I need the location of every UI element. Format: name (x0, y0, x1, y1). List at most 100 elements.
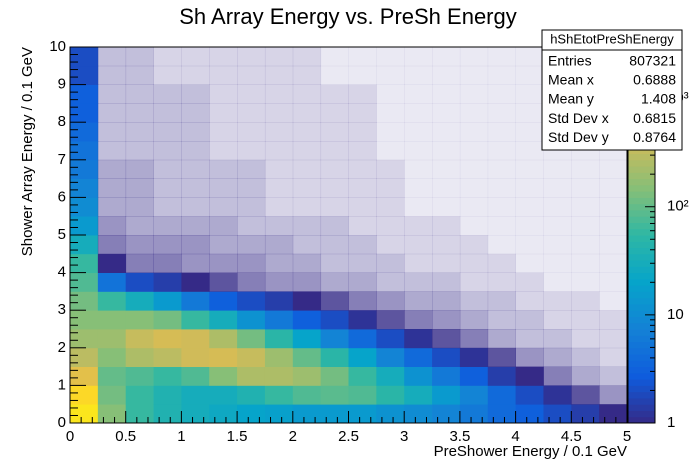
heatmap-cell (237, 291, 266, 311)
heatmap-cell (599, 235, 628, 255)
heatmap-cell (432, 310, 461, 330)
heatmap-cell (487, 366, 516, 386)
heatmap-cell (571, 310, 600, 330)
heatmap-cell (97, 103, 127, 123)
heatmap-cell (432, 404, 461, 424)
heatmap-cell (181, 347, 210, 367)
heatmap-cell (432, 366, 461, 386)
heatmap-cell (348, 141, 377, 161)
colorbar-step (628, 291, 655, 299)
heatmap-cell (125, 291, 154, 311)
heatmap-cell (97, 159, 127, 179)
heatmap-cell (376, 141, 405, 161)
heatmap-cell (404, 272, 433, 292)
heatmap-cell (320, 103, 349, 123)
heatmap-cell (432, 385, 461, 405)
heatmap-cell (125, 197, 154, 217)
heatmap-cell (543, 197, 572, 217)
y-tick-label: 5 (58, 226, 66, 243)
colorbar-step (628, 335, 655, 343)
heatmap-cell (348, 329, 377, 349)
heatmap-cell (181, 404, 210, 424)
heatmap-cell (487, 122, 516, 142)
heatmap-cell (376, 347, 405, 367)
heatmap-cell (320, 310, 349, 330)
heatmap-cell (320, 216, 349, 236)
colorbar-step (628, 385, 655, 393)
x-axis-title: PreShower Energy / 0.1 GeV (434, 443, 627, 460)
heatmap-cell (125, 366, 154, 386)
heatmap-cell (153, 103, 182, 123)
heatmap-cell (515, 385, 544, 405)
heatmap-cell (292, 272, 322, 292)
heatmap-cell (181, 122, 210, 142)
heatmap-cell (320, 329, 349, 349)
heatmap-cell (432, 47, 461, 67)
heatmap-cell (125, 47, 154, 67)
y-tick-label: 7 (58, 151, 66, 168)
heatmap-cell (264, 178, 294, 198)
heatmap-cell (181, 141, 210, 161)
heatmap-cell (348, 178, 377, 198)
heatmap-cell (599, 366, 628, 386)
heatmap-cell (376, 178, 405, 198)
heatmap-cell (153, 65, 182, 85)
heatmap-cell (153, 310, 182, 330)
heatmap-cell (376, 404, 405, 424)
heatmap-cell (459, 272, 489, 292)
heatmap-cell (264, 103, 294, 123)
heatmap-cell (97, 122, 127, 142)
heatmap-cell (209, 366, 238, 386)
heatmap-cell (376, 385, 405, 405)
heatmap-cell (70, 235, 99, 255)
heatmap-cell (125, 272, 154, 292)
heatmap-cell (209, 178, 238, 198)
heatmap-cell (181, 235, 210, 255)
heatmap-cell (404, 310, 433, 330)
heatmap-cell (515, 122, 544, 142)
heatmap-cell (432, 347, 461, 367)
heatmap-cell (70, 366, 99, 386)
stats-label: Entries (548, 52, 592, 68)
heatmap-cell (515, 347, 544, 367)
heatmap-cell (153, 47, 182, 67)
heatmap-cell (209, 122, 238, 142)
heatmap-cell (181, 103, 210, 123)
y-tick-label: 6 (58, 188, 66, 205)
heatmap-cell (487, 253, 516, 273)
heatmap-cell (487, 310, 516, 330)
heatmap-cell (543, 310, 572, 330)
heatmap-cell (404, 178, 433, 198)
heatmap-cell (376, 84, 405, 104)
heatmap-cell (487, 178, 516, 198)
heatmap-cell (97, 197, 127, 217)
heatmap-cell (376, 216, 405, 236)
heatmap-cell (209, 103, 238, 123)
heatmap-cell (487, 216, 516, 236)
heatmap-cell (320, 404, 349, 424)
y-tick-label: 2 (58, 339, 66, 356)
stats-label: Std Dev x (548, 110, 609, 126)
heatmap-cell (209, 291, 238, 311)
heatmap-cell (97, 385, 127, 405)
heatmap-cell (404, 291, 433, 311)
heatmap-cell (320, 47, 349, 67)
heatmap-cell (153, 216, 182, 236)
heatmap-cell (348, 404, 377, 424)
heatmap-cell (459, 65, 489, 85)
heatmap-cell (348, 197, 377, 217)
heatmap-cell (459, 122, 489, 142)
heatmap-cell (571, 291, 600, 311)
colorbar-step (628, 266, 655, 274)
heatmap-cell (153, 366, 182, 386)
colorbar-step (628, 147, 655, 155)
x-tick-label: 3.5 (449, 428, 470, 445)
heatmap-cell (404, 329, 433, 349)
heatmap-cell (181, 272, 210, 292)
heatmap-cell (348, 216, 377, 236)
colorbar-step (628, 297, 655, 305)
heatmap-cell (70, 291, 99, 311)
heatmap-cell (543, 235, 572, 255)
heatmap-cell (404, 253, 433, 273)
heatmap-cell (97, 84, 127, 104)
